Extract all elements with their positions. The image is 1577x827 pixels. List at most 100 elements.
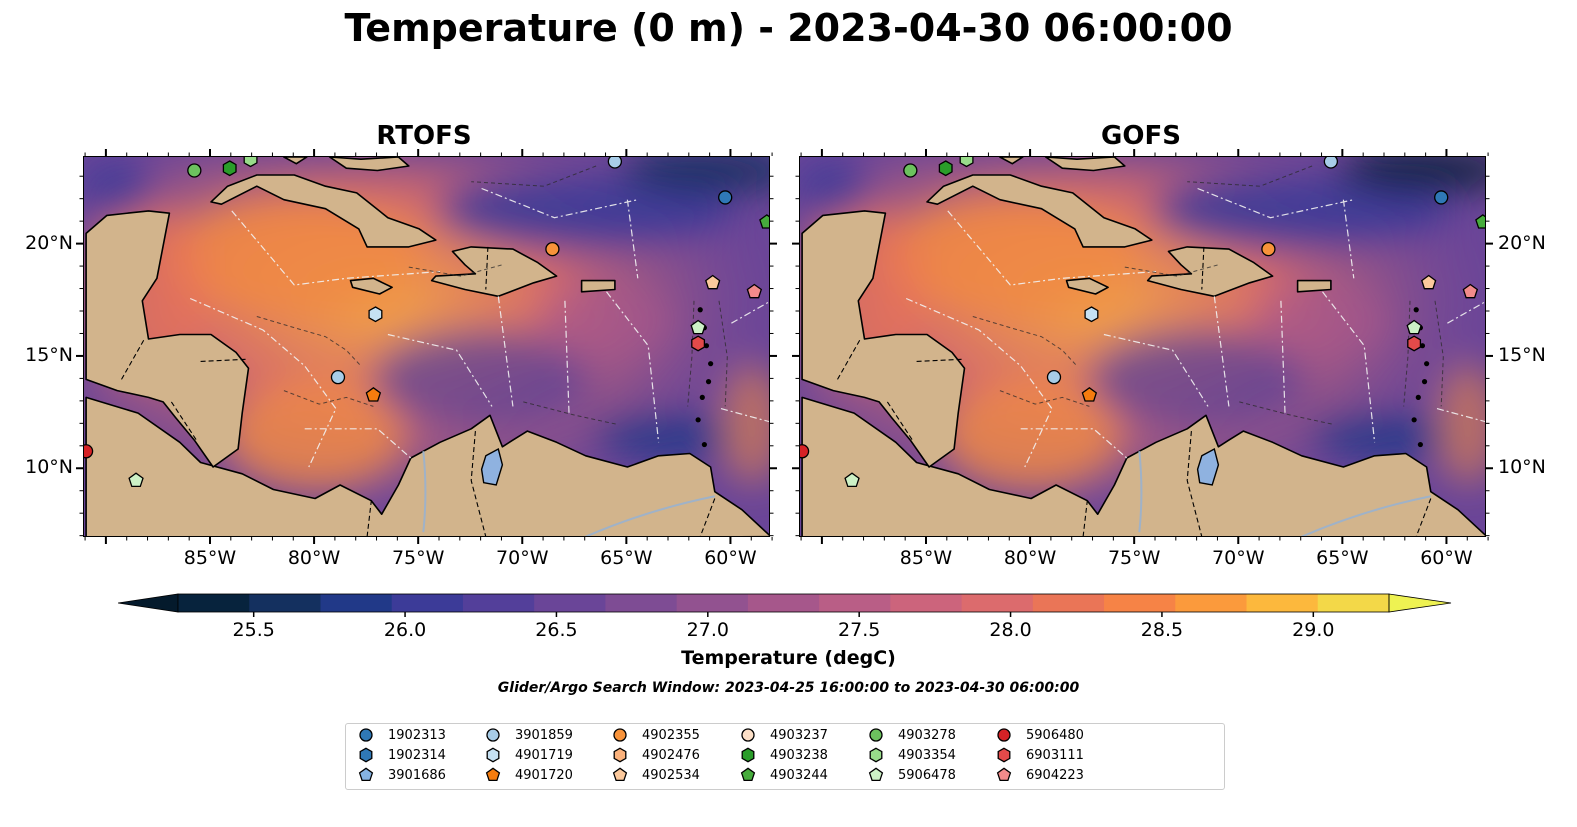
panel-title-gofs: GOFS [1101,121,1181,151]
float-marker-5906480[interactable] [84,444,94,459]
float-marker-5906478[interactable] [844,472,860,488]
lesser-antilles-island [697,307,703,313]
legend-marker-4902355[interactable] [613,728,627,742]
float-marker-4903278[interactable] [187,163,202,178]
legend-marker-5906480[interactable] [997,728,1011,742]
float-marker-1902313[interactable] [1434,190,1449,205]
lesser-antilles-island [701,441,707,448]
colorbar-swatch [1175,594,1248,612]
legend-marker-4903354[interactable] [869,747,883,763]
lesser-antilles-island [1419,343,1426,349]
float-marker-4902355[interactable] [545,241,560,257]
float-marker-6903111[interactable] [1407,335,1422,352]
legend-marker-4902534[interactable] [612,767,628,782]
legend-item: 6904223 [996,767,1084,783]
lesser-antilles-island [695,417,701,423]
float-marker-3901859[interactable] [607,157,623,169]
colorbar-tick-label: 28.5 [1141,619,1183,641]
lon-tick-label: 85°W [899,547,953,569]
land-bahamas [328,157,410,172]
legend-marker-4902476[interactable] [613,747,627,763]
float-marker-4901720[interactable] [365,386,382,402]
legend-marker-6903111[interactable] [997,747,1011,763]
float-marker-5906478[interactable] [690,319,706,335]
lon-tick-label: 75°W [391,547,445,569]
gofs-map[interactable] [799,156,1486,537]
float-marker-4903278[interactable] [903,163,918,178]
legend-marker-5906478[interactable] [868,767,884,782]
colorbar-tick-label: 27.0 [687,619,729,641]
legend-label: 3901859 [515,727,573,743]
legend-marker-4903238[interactable] [741,747,755,763]
float-marker-3901859[interactable] [1046,370,1062,385]
float-marker-4902355[interactable] [1261,241,1276,257]
legend-marker-4903237[interactable] [741,728,755,742]
float-marker-4903354[interactable] [243,157,258,168]
float-marker-4902534[interactable] [705,274,721,290]
bathymetry-contours [972,165,1444,425]
legend-marker-6904223[interactable] [996,767,1012,782]
land-south-america [85,396,769,536]
lesser-antilles-island [1424,361,1430,367]
float-marker-3901859[interactable] [330,370,346,385]
colorbar-tick-label: 28.0 [989,619,1031,641]
legend-item: 4902476 [612,747,700,763]
lon-tick-label: 65°W [1316,547,1369,569]
land-bahamas [1044,157,1126,172]
float-marker-4903244[interactable] [1475,214,1486,229]
legend-marker-1902313[interactable] [359,728,373,742]
legend-item: 4903278 [868,727,956,743]
float-marker-3901859[interactable] [1323,157,1339,169]
legend-marker-4903244[interactable] [740,767,756,782]
legend-label: 6904223 [1026,767,1084,783]
colorbar-tick-label: 26.5 [535,619,577,641]
float-marker-4903354[interactable] [959,157,974,168]
legend-marker-4903278[interactable] [869,728,883,742]
legend-label: 4902355 [642,727,700,743]
legend-marker-3901859[interactable] [486,728,500,742]
colorbar-swatch [462,594,535,612]
float-marker-5906480[interactable] [800,444,810,459]
legend-label: 3901686 [388,767,446,783]
legend-item: 3901686 [358,767,446,783]
float-marker-4903244[interactable] [759,214,770,229]
colorbar-swatch [249,594,322,612]
legend-item: 1902313 [358,727,446,743]
legend-marker-4901720[interactable] [485,767,501,782]
legend-label: 4903354 [898,747,956,763]
float-marker-4903238[interactable] [222,160,237,177]
legend-item: 3901859 [485,727,573,743]
river-orinoco [1301,495,1431,536]
rtofs-map[interactable] [83,156,770,537]
country-borders [121,246,716,536]
float-marker-5906478[interactable] [1406,319,1422,335]
lat-tick-label: 10°N [25,456,73,479]
float-marker-6904223[interactable] [1462,283,1479,299]
lon-tick-label: 75°W [1107,547,1161,569]
legend-item: 5906478 [868,767,956,783]
float-marker-1902313[interactable] [718,190,733,205]
float-marker-4901720[interactable] [1081,386,1098,402]
colorbar-swatch [1104,594,1176,612]
legend-marker-4901719[interactable] [486,747,500,763]
float-marker-5906478[interactable] [128,472,144,488]
colorbar-swatch [391,594,464,612]
float-marker-4902534[interactable] [1421,274,1437,290]
float-marker-4901719[interactable] [368,306,383,323]
legend-label: 4903278 [898,727,956,743]
float-marker-4903238[interactable] [938,160,953,177]
colorbar-swatch [534,594,607,612]
colorbar-tick-label: 29.0 [1292,619,1334,641]
eez-boundaries [189,187,769,468]
float-marker-6904223[interactable] [746,283,763,299]
lesser-antilles-island [705,379,712,385]
legend-marker-1902314[interactable] [359,747,373,763]
legend-marker-3901686[interactable] [358,767,374,782]
eez-boundaries [905,187,1485,468]
legend-item: 4903238 [740,747,828,763]
float-marker-4901719[interactable] [1084,306,1099,323]
float-marker-6903111[interactable] [691,335,706,352]
land-jamaica [349,277,393,295]
lon-tick-label: 65°W [600,547,653,569]
legend-label: 4903237 [770,727,828,743]
